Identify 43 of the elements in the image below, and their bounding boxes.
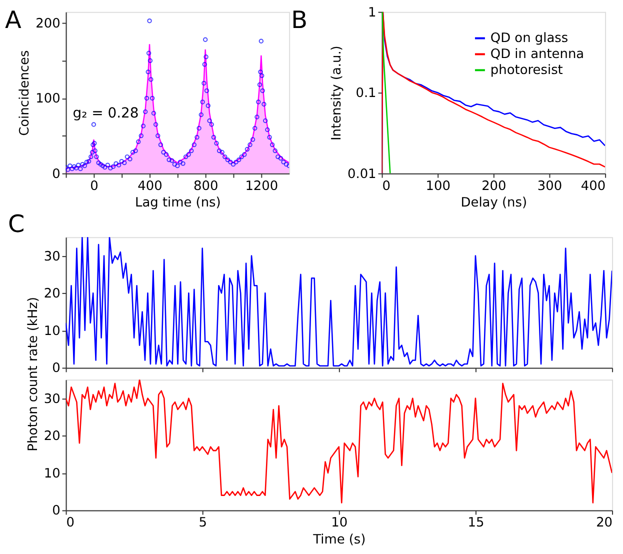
x-tick-label: 0 [90,178,98,194]
legend-label: QD in antenna [490,47,584,62]
x-tick-label: 400 [580,178,606,194]
x-tick-label: 300 [537,178,562,194]
x-tick-label: 0 [66,516,75,531]
y-axis-title: Intensity (a.u.) [329,46,344,141]
chart-title: B [291,6,308,34]
y-tick-label: 100 [36,92,60,107]
annotation: g₂ = 0.28 [72,106,139,122]
x-tick-label: 800 [193,178,218,194]
y-tick-label: 20 [44,286,60,302]
y-tick-label: 0.01 [347,166,376,182]
y-tick-label: 1 [368,5,376,20]
y-tick-label: 20 [44,429,60,444]
x-tick-label: 0 [382,178,391,194]
chart-title: A [4,6,22,34]
x-tick-label: 100 [426,178,450,194]
y-tick-label: 200 [36,16,60,32]
y-axis-title: Coincidences [18,50,33,136]
x-axis-title: Time (s) [312,532,366,548]
x-tick-label: 400 [138,178,162,194]
x-tick-label: 5 [198,516,207,531]
x-axis-title: Delay (ns) [460,196,528,211]
legend-label: QD on glass [490,31,568,46]
chart-title: C [8,210,25,238]
x-tick-label: 15 [468,516,484,531]
y-tick-label: 0 [52,361,60,376]
y-tick-label: 0.1 [356,86,376,102]
x-tick-label: 1200 [245,178,278,194]
x-tick-label: 200 [482,178,506,194]
x-tick-label: 20 [596,516,613,531]
y-tick-label: 30 [44,249,60,264]
legend-label: photoresist [490,63,563,78]
y-tick-label: 10 [44,466,60,482]
line-series [66,380,612,504]
y-tick-label: 0 [52,166,60,182]
y-tick-label: 0 [52,504,60,519]
x-tick-label: 10 [331,516,348,531]
x-axis-title: Lag time (ns) [135,196,221,211]
y-tick-label: 30 [44,392,60,407]
line-series [66,237,612,366]
y-axis-title: Photon count rate (kHz) [26,297,41,452]
y-tick-label: 10 [44,324,60,339]
